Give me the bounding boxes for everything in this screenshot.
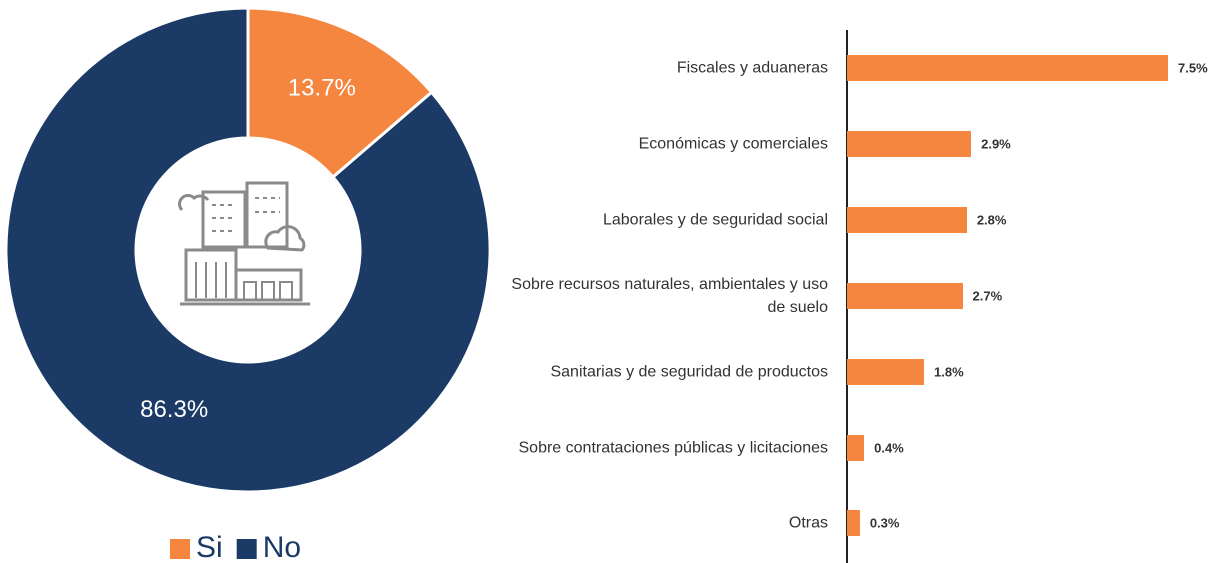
legend-swatch xyxy=(170,539,190,559)
value-label: 2.9% xyxy=(981,136,1011,152)
donut-slice xyxy=(246,6,434,180)
value-label: 2.7% xyxy=(972,288,1003,304)
bar xyxy=(847,434,865,461)
category-label: Sobre contrataciones públicas y licitaci… xyxy=(518,439,829,456)
bar xyxy=(847,206,967,233)
bar xyxy=(847,358,925,385)
category-label: Laborales y de seguridad social xyxy=(602,211,828,229)
category-label: Económicas y comerciales xyxy=(638,135,828,153)
legend-swatch xyxy=(236,539,257,559)
bar xyxy=(847,282,963,309)
value-label: 0.3% xyxy=(869,515,900,531)
bar xyxy=(847,510,860,537)
legend-label: No xyxy=(263,531,301,563)
value-label: 7.5% xyxy=(1178,60,1208,76)
value-label: 0.4% xyxy=(874,440,904,455)
bar xyxy=(847,55,1168,81)
slice-label: 86.3% xyxy=(140,396,208,423)
value-label: 2.8% xyxy=(976,212,1007,228)
bar xyxy=(847,130,972,157)
donut-slice xyxy=(4,6,492,494)
category-label: Sanitarias y de seguridad de productos xyxy=(550,363,828,381)
category-label: Sobre recursos naturales, ambientales y … xyxy=(511,275,828,316)
value-label: 1.8% xyxy=(934,364,964,380)
slice-label: 13.7% xyxy=(288,74,356,101)
category-label: Otras xyxy=(788,514,828,532)
legend-label: Si xyxy=(196,531,223,563)
category-label: Fiscales y aduaneras xyxy=(676,59,828,77)
building-icon xyxy=(178,181,310,306)
